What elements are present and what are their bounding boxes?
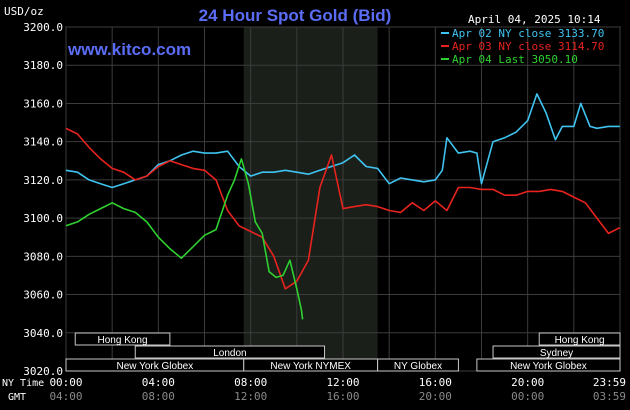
series-line-1 — [65, 127, 621, 290]
y-tick-label: 3140.0 — [23, 136, 63, 149]
market-session-3: New York NYMEX — [243, 358, 379, 372]
gmt-label: GMT — [8, 392, 26, 403]
y-tick-label: 3120.0 — [23, 174, 63, 187]
market-box — [377, 358, 459, 372]
market-label: New York NYMEX — [270, 361, 351, 372]
x-tick-ny: 16:00 — [419, 376, 452, 389]
legend-item-apr02: Apr 02 NY close 3133.70 — [441, 27, 604, 40]
market-label: Sydney — [540, 348, 573, 359]
kitco-watermark: www.kitco.com — [67, 40, 191, 59]
y-axis-ticks: 3200.0 3180.0 3160.0 3140.0 3120.0 3100.0 3080… — [23, 21, 63, 378]
market-session-7: New York Globex — [476, 358, 621, 372]
x-axis-ticks: 00:0004:0004:0008:0008:0012:0012:0016:00… — [49, 376, 626, 403]
market-box — [74, 332, 171, 346]
y-tick-label: 3060.0 — [23, 289, 63, 302]
market-box — [492, 345, 621, 359]
legend-item-apr03: Apr 03 NY close 3114.70 — [441, 40, 604, 53]
y-tick-label: 3200.0 — [23, 21, 63, 34]
market-label: Hong Kong — [98, 335, 148, 346]
chart-title: 24 Hour Spot Gold (Bid) — [199, 6, 392, 25]
x-tick-gmt: 04:00 — [49, 390, 82, 403]
market-label: New York Globex — [510, 361, 587, 372]
y-tick-label: 3080.0 — [23, 250, 63, 263]
x-tick-gmt: 20:00 — [419, 390, 452, 403]
x-tick-ny: 04:00 — [142, 376, 175, 389]
x-tick-ny: 12:00 — [326, 376, 359, 389]
market-box — [476, 358, 621, 372]
market-box — [538, 332, 621, 346]
market-label: NY Globex — [394, 361, 442, 372]
series-lines — [65, 93, 621, 320]
x-tick-ny: 23:59 — [593, 376, 626, 389]
legend-label-apr03: Apr 03 NY close 3114.70 — [452, 40, 604, 53]
x-tick-gmt: 12:00 — [234, 390, 267, 403]
market-session-6: Sydney — [492, 345, 621, 359]
y-tick-label: 3100.0 — [23, 212, 63, 225]
market-session-0: Hong Kong — [74, 332, 171, 346]
x-tick-ny: 08:00 — [234, 376, 267, 389]
market-session-4: NY Globex — [377, 358, 459, 372]
units-label: USD/oz — [4, 5, 44, 18]
x-tick-ny: 00:00 — [49, 376, 82, 389]
date-label: April 04, 2025 10:14 — [468, 13, 601, 26]
x-tick-gmt: 16:00 — [326, 390, 359, 403]
series-line-2 — [65, 158, 304, 320]
ny-time-label: NY Time — [2, 378, 44, 389]
x-tick-gmt: 08:00 — [142, 390, 175, 403]
x-tick-gmt: 00:00 — [511, 390, 544, 403]
market-label: Hong Kong — [555, 335, 605, 346]
legend-label-apr02: Apr 02 NY close 3133.70 — [452, 27, 604, 40]
market-label: New York Globex — [117, 361, 194, 372]
y-tick-label: 3020.0 — [23, 365, 63, 378]
market-sessions: Hong Kong London New York Globex New York N… — [65, 332, 621, 372]
market-session-5: Hong Kong — [538, 332, 621, 346]
y-tick-label: 3180.0 — [23, 59, 63, 72]
x-tick-gmt: 03:59 — [593, 390, 626, 403]
market-session-1: London — [134, 345, 326, 359]
chart-legend: Apr 02 NY close 3133.70 Apr 03 NY close … — [441, 27, 604, 66]
market-session-2: New York Globex — [65, 358, 245, 372]
y-tick-label: 3040.0 — [23, 327, 63, 340]
x-tick-ny: 20:00 — [511, 376, 544, 389]
legend-item-apr04: Apr 04 Last 3050.10 — [441, 53, 578, 66]
grid-lines — [65, 26, 621, 372]
market-box — [134, 345, 326, 359]
nymex-session-shade — [243, 27, 378, 371]
market-label: London — [213, 348, 246, 359]
legend-label-apr04: Apr 04 Last 3050.10 — [452, 53, 578, 66]
y-tick-label: 3160.0 — [23, 97, 63, 110]
